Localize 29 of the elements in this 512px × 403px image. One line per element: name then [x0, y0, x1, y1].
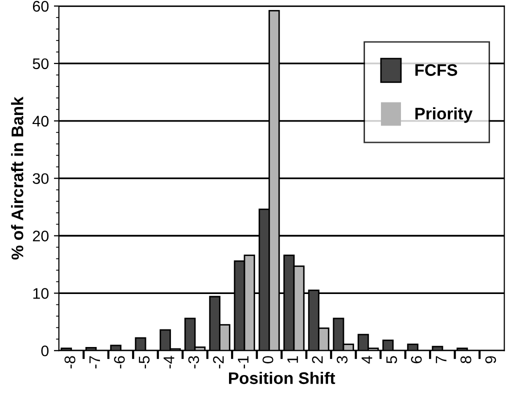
x-tick-label: -4	[164, 356, 174, 368]
y-tick-label: 30	[32, 173, 49, 184]
x-tick-label: -5	[138, 356, 150, 368]
y-tick-label: 60	[32, 0, 49, 12]
x-tick-label: -2	[213, 356, 224, 368]
y-tick-label: 20	[32, 230, 49, 242]
x-tick-label: 7	[436, 356, 446, 364]
x-tick-label: -1	[238, 356, 248, 368]
y-tick-label: 40	[32, 116, 49, 127]
y-tick-label: 0	[41, 345, 49, 356]
y-tick-label: 50	[32, 58, 49, 70]
x-tick-label: 4	[362, 356, 372, 364]
x-tick-label: 3	[336, 356, 348, 364]
legend-label: Priority	[415, 107, 473, 123]
legend-label: FCFS	[415, 64, 458, 76]
x-tick-label: -8	[64, 356, 76, 368]
x-tick-label: -3	[188, 356, 200, 368]
x-tick-label: 0	[262, 356, 274, 364]
x-tick-label: 1	[287, 356, 298, 363]
y-tick-label: 10	[33, 288, 49, 299]
x-tick-label: -7	[89, 356, 100, 368]
x-tick-label: 2	[312, 356, 323, 364]
x-tick-label: 9	[485, 356, 496, 364]
x-axis-title: Position Shift	[229, 372, 336, 384]
x-tick-label: 8	[460, 356, 472, 364]
x-tick-label: 6	[410, 356, 422, 364]
y-axis-title: % of Aircraft in Bank	[11, 96, 24, 260]
x-tick-label: 5	[386, 356, 398, 364]
x-tick-label: -6	[114, 356, 125, 368]
